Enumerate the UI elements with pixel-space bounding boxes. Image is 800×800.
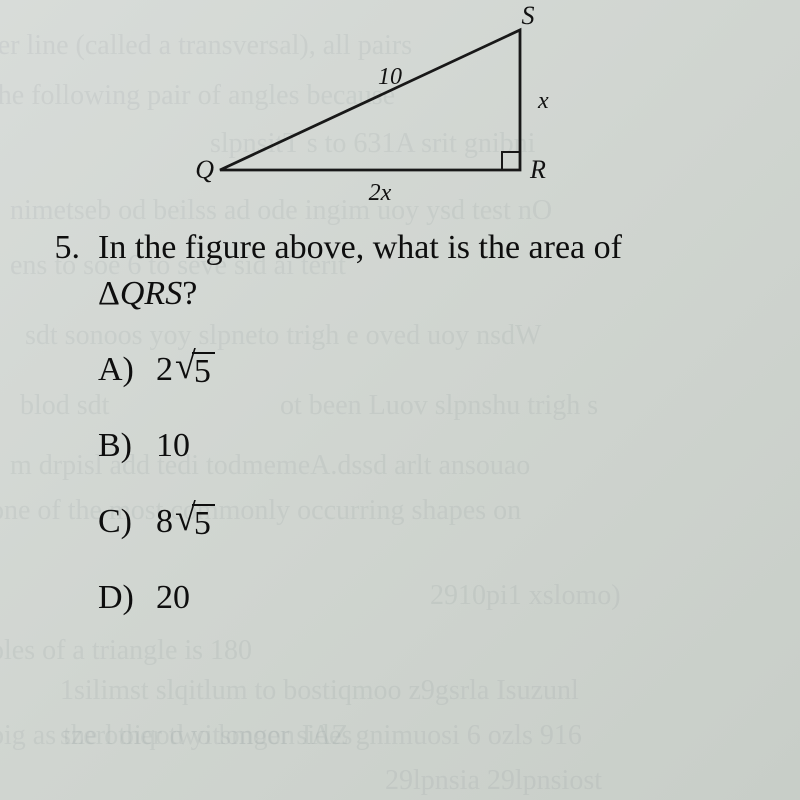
option-coefficient: 8 [156,503,173,541]
triangle-figure: S Q R 10 x 2x [200,10,580,200]
ghost-text: 29lpnsia 29lpnsiost [385,765,602,797]
side-base: 2x [369,180,392,206]
option-value: 20 [156,579,190,617]
ghost-text: szerl oiqod yitsmoon IAZ gnimuosi 6 ozls… [60,720,582,752]
option-a[interactable]: A)2√5 [98,347,760,393]
option-letter: D) [98,579,156,617]
vertex-S: S [522,1,535,30]
sqrt-expression: √5 [175,501,215,542]
vertex-R: R [529,155,546,184]
radicand: 5 [192,504,215,542]
answer-options: A)2√5B)10C)8√5D)20 [98,347,760,621]
option-d[interactable]: D)20 [98,575,760,621]
triangle-symbol: Δ [98,275,120,312]
ghost-text: big as the other two longer sides [0,720,352,752]
option-letter: C) [98,503,156,541]
option-b[interactable]: B)10 [98,423,760,469]
option-value: 10 [156,427,190,465]
ghost-text: 1silimst slqitlum to bostiqmoo z9gsrla I… [60,675,579,707]
sqrt-expression: √5 [175,349,215,390]
question-line1: In the figure above, what is the area of [98,229,622,266]
question-row: 5. In the figure above, what is the area… [20,225,760,317]
page: { "triangle": { "vertices": { "top": "S"… [0,0,800,800]
question-number: 5. [20,225,98,271]
triangle-svg: S Q R 10 x 2x [200,10,580,200]
question-block: 5. In the figure above, what is the area… [20,225,760,651]
radicand: 5 [192,352,215,390]
option-value: 8√5 [156,501,215,542]
triangle-name: QRS [120,275,182,312]
side-hypotenuse: 10 [378,64,402,90]
question-text: In the figure above, what is the area of… [98,225,760,317]
vertex-Q: Q [195,155,214,184]
option-letter: B) [98,427,156,465]
option-letter: A) [98,351,156,389]
question-suffix: ? [182,275,197,312]
option-coefficient: 2 [156,351,173,389]
side-right: x [537,88,549,114]
option-c[interactable]: C)8√5 [98,499,760,545]
triangle-shape [220,30,520,170]
option-value: 2√5 [156,349,215,390]
right-angle-mark [502,152,520,170]
